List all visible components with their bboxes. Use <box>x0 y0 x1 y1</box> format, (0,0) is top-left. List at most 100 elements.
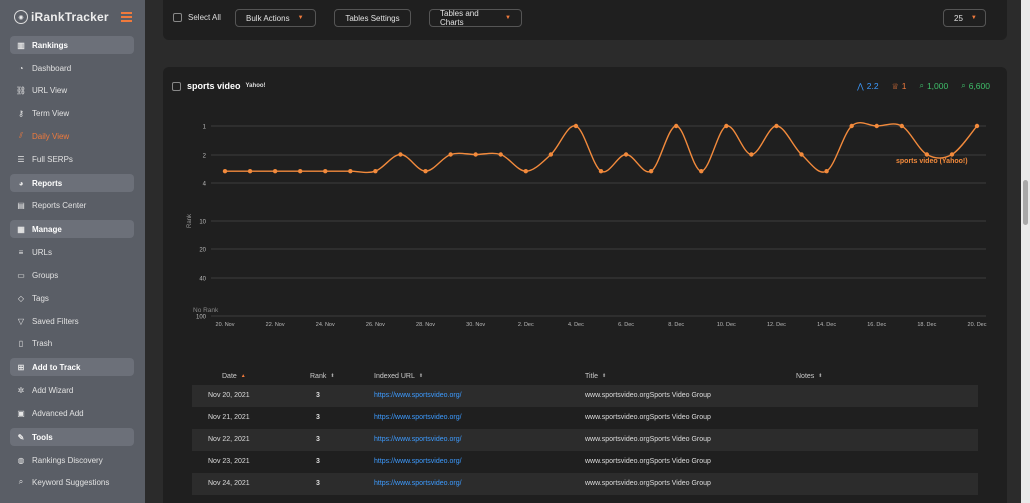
sidebar-item-daily-view[interactable]: ⫽ Daily View <box>10 127 134 145</box>
sidebar-item-label: Tools <box>32 432 53 442</box>
sidebar-item-manage[interactable]: ▦ Manage <box>10 220 134 238</box>
select-all-checkbox[interactable]: Select All <box>173 13 221 22</box>
list-icon: ≡ <box>18 247 24 257</box>
table-row[interactable]: Nov 20, 2021 3 https://www.sportsvideo.org… <box>192 385 978 407</box>
title-cell: www.sportsvideo.orgSports Video Group <box>585 414 711 421</box>
notes-column-header[interactable]: Notes ⬍ <box>796 373 823 380</box>
sidebar-item-label: Add Wizard <box>32 385 74 395</box>
sidebar-item-tools[interactable]: ✎ Tools <box>10 428 134 446</box>
table-row[interactable]: Nov 23, 2021 3 https://www.sportsvideo.org… <box>192 451 978 473</box>
sidebar-item-trash[interactable]: ▯ Trash <box>10 334 134 352</box>
sidebar-item-dashboard[interactable]: ◔ Dashboard <box>10 59 134 77</box>
url-cell[interactable]: https://www.sportsvideo.org/ <box>374 436 462 443</box>
sidebar-item-saved-filters[interactable]: ▽ Saved Filters <box>10 312 134 330</box>
sidebar-item-label: Manage <box>32 224 62 234</box>
tables-settings-button[interactable]: Tables Settings <box>334 9 411 27</box>
wand-icon: ✲ <box>17 385 25 395</box>
sort-icon: ⬍ <box>330 373 335 379</box>
title-header-label: Title <box>585 372 598 380</box>
y-tick-label: 40 <box>199 277 206 283</box>
title-cell: www.sportsvideo.orgSports Video Group <box>585 480 711 487</box>
rank-cell: 3 <box>316 392 320 399</box>
data-point <box>323 168 328 174</box>
table-row[interactable]: Nov 22, 2021 3 https://www.sportsvideo.org… <box>192 429 978 451</box>
stat-value: 1 <box>901 81 907 91</box>
trash-icon: ▯ <box>18 338 24 348</box>
sidebar-item-term-view[interactable]: ⚷ Term View <box>10 104 134 122</box>
chevron-down-icon: ▼ <box>297 15 304 21</box>
keyword-card: sports video Yahoo! ⋀ 2.2 ♕ 1 ⌕ 1,000 ⌕ 6,600 1… <box>163 67 1007 503</box>
sidebar-item-label: Daily View <box>32 131 70 141</box>
table-row[interactable]: Nov 21, 2021 3 https://www.sportsvideo.org… <box>192 407 978 429</box>
app-logo[interactable]: ◉ i RankTracker <box>0 0 145 34</box>
title-column-header[interactable]: Title ⬍ <box>585 373 606 380</box>
sidebar-item-groups[interactable]: ▭ Groups <box>10 266 134 284</box>
tables-settings-label: Tables Settings <box>345 13 400 23</box>
data-point <box>949 152 955 157</box>
bulk-actions-dropdown[interactable]: Bulk Actions ▼ <box>235 9 316 27</box>
data-point <box>648 168 654 174</box>
data-point <box>674 123 679 129</box>
sidebar-item-urls[interactable]: ≡ URLs <box>10 243 134 261</box>
sort-icon: ⬍ <box>418 373 424 379</box>
sidebar-item-url-view[interactable]: ⛓ URL View <box>10 81 134 99</box>
main-content: Select All Bulk Actions ▼ Tables Setting… <box>145 0 1030 503</box>
sidebar-item-label: URLs <box>32 247 53 257</box>
sidebar-item-advanced-add[interactable]: ▣ Advanced Add <box>10 404 134 422</box>
sidebar-item-label: Dashboard <box>32 63 72 73</box>
url-column-header[interactable]: Indexed URL ⬍ <box>374 373 423 380</box>
y-tick-label: 100 <box>196 315 207 321</box>
scrollbar-thumb[interactable] <box>1023 180 1028 225</box>
y-axis-label: Rank <box>187 213 193 228</box>
pie-chart-icon: ◕ <box>18 178 24 188</box>
keyword-checkbox[interactable] <box>172 81 181 91</box>
tables-and-charts-label: Tables and Charts <box>440 9 479 27</box>
sidebar-item-label: Tags <box>32 293 49 303</box>
tables-and-charts-dropdown[interactable]: Tables and Charts ▼ <box>429 9 522 27</box>
data-point <box>749 152 754 157</box>
sidebar-item-rankings[interactable]: ▥ Rankings <box>10 36 134 54</box>
sidebar-item-label: Add to Track <box>32 362 81 372</box>
stat-value: 6,600 <box>968 81 990 91</box>
sidebar-item-tags[interactable]: ◇ Tags <box>10 289 134 307</box>
stat-search-results: ⌕ 6,600 <box>961 81 990 91</box>
title-cell: www.sportsvideo.orgSports Video Group <box>585 436 711 443</box>
url-cell[interactable]: https://www.sportsvideo.org/ <box>374 480 462 487</box>
x-tick-label: 18. Dec <box>917 322 936 328</box>
sidebar-item-add-to-track[interactable]: ⊞ Add to Track <box>10 358 134 376</box>
page-scrollbar[interactable] <box>1021 0 1030 503</box>
data-point <box>247 168 253 174</box>
sidebar-item-reports-center[interactable]: ▤ Reports Center <box>10 196 134 214</box>
keyword-name[interactable]: sports video <box>187 81 241 91</box>
sidebar-item-rankings-discovery[interactable]: ◍ Rankings Discovery <box>10 451 134 469</box>
date-column-header[interactable]: Date ▲ <box>222 373 246 380</box>
data-point <box>348 168 353 174</box>
search-icon: ⌕ <box>18 477 24 486</box>
toolbar: Select All Bulk Actions ▼ Tables Setting… <box>163 0 1007 40</box>
calendar-plus-icon: ▣ <box>17 408 25 418</box>
sidebar-item-full-serps[interactable]: ☰ Full SERPs <box>10 150 134 168</box>
x-tick-label: 16. Dec <box>867 322 886 328</box>
hamburger-menu-icon[interactable] <box>121 12 132 24</box>
url-cell[interactable]: https://www.sportsvideo.org/ <box>374 458 462 465</box>
x-tick-label: 10. Dec <box>717 322 736 328</box>
page-size-dropdown[interactable]: 25 ▼ <box>943 9 986 27</box>
url-cell[interactable]: https://www.sportsvideo.org/ <box>374 414 462 421</box>
title-cell: www.sportsvideo.orgSports Video Group <box>585 392 711 399</box>
rank-column-header[interactable]: Rank ⬍ <box>310 373 335 380</box>
date-cell: Nov 22, 2021 <box>208 436 250 443</box>
keyword-stats: ⋀ 2.2 ♕ 1 ⌕ 1,000 ⌕ 6,600 <box>844 81 990 91</box>
data-point <box>699 168 704 174</box>
sidebar-item-add-wizard[interactable]: ✲ Add Wizard <box>10 381 134 399</box>
sidebar-item-keyword-suggestions[interactable]: ⌕ Keyword Suggestions <box>10 473 134 491</box>
sidebar-item-reports[interactable]: ◕ Reports <box>10 174 134 192</box>
y-tick-label: 1 <box>203 125 207 131</box>
logo-prefix: i <box>31 10 35 24</box>
url-cell[interactable]: https://www.sportsvideo.org/ <box>374 392 462 399</box>
x-tick-label: 2. Dec <box>518 322 534 328</box>
data-point <box>298 168 303 174</box>
data-point <box>598 168 604 174</box>
chart-line-icon: ⫽ <box>19 131 23 140</box>
table-row[interactable]: Nov 24, 2021 3 https://www.sportsvideo.org… <box>192 473 978 495</box>
